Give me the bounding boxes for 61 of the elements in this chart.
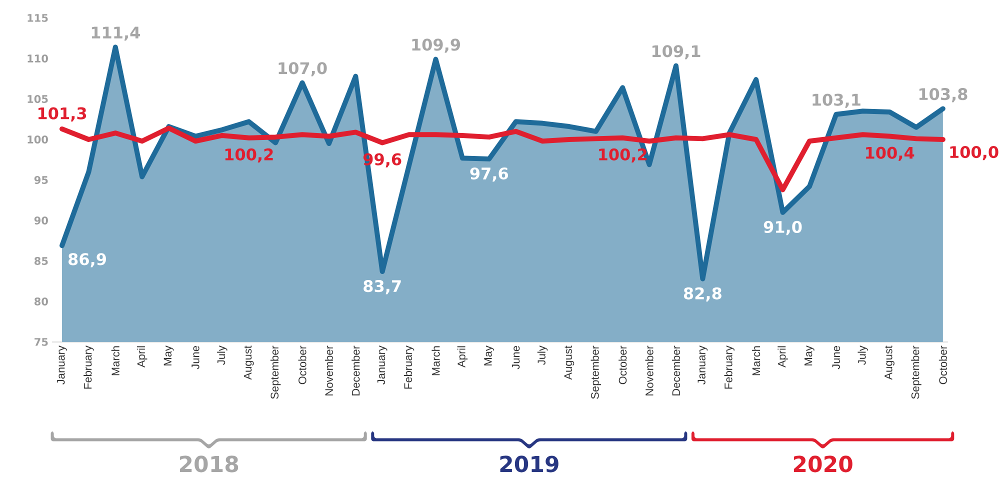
x-tick-label: January [57,346,67,384]
x-tick-label: April [457,346,468,368]
x-tick-label: June [512,346,520,370]
text: 2019 [500,456,558,472]
data-label: 83,7 [364,280,401,294]
x-tick-label: February [724,346,735,389]
data-label: 103,8 [919,88,968,102]
x-tick-label: August [564,346,574,380]
data-label: 97,6 [470,167,508,182]
y-tick-label: 80 [34,298,48,306]
x-tick-label: March [432,346,440,376]
data-label: 101,3 [38,107,86,122]
y-tick-label: 95 [34,176,48,184]
x-tick-label: September [590,346,602,399]
x-tick-label: July [858,346,868,365]
y-tick-label: 75 [34,338,48,346]
x-tick-label: August [244,346,254,380]
data-label: 82,8 [684,287,722,302]
x-tick-label: August [884,346,894,380]
x-tick-label: April [778,346,788,368]
data-label: 86,9 [68,253,106,268]
x-tick-label: April [136,346,148,368]
data-label: 111,4 [92,26,140,41]
x-tick-label: December [672,346,680,396]
x-tick-label: September [911,346,922,399]
x-tick-label: February [84,346,94,389]
x-tick-label: November [645,346,654,396]
x-tick-label: March [111,346,120,376]
data-label: 109,1 [652,45,700,60]
x-tick-label: July [537,346,548,365]
y-tick-label: 105 [28,95,48,103]
y-tick-label: 100 [28,136,48,144]
text: 2020 [794,456,852,472]
data-label: 100,2 [225,148,273,163]
x-tick-label: March [752,346,760,376]
x-tick-label: May [804,346,814,366]
x-tick-label: January [698,346,708,384]
data-label: 109,9 [412,38,460,53]
y-tick-label: 110 [28,54,48,62]
x-tick-label: November [324,346,333,396]
x-tick-label: September [270,346,281,399]
text: 2018 [180,456,238,472]
x-tick-label: January [377,346,388,384]
y-tick-label: 90 [34,216,48,224]
x-tick-label: May [484,346,494,366]
data-label: 107,0 [278,62,327,76]
x-tick-label: October [938,346,947,384]
x-tick-label: October [298,346,306,384]
x-tick-label: June [832,346,840,370]
x-tick-label: February [404,346,414,389]
data-label: 100,4 [866,146,914,161]
x-tick-label: December [352,346,360,396]
x-tick-label: June [192,346,200,370]
x-tick-label: October [618,346,627,384]
data-label: 100,0 [950,146,998,160]
x-tick-label: May [164,346,174,366]
data-label: 103,1 [812,94,860,108]
y-tick-label: 115 [28,14,48,22]
x-tick-label: July [217,346,228,365]
y-tick-label: 85 [34,257,48,265]
data-label: 91,0 [764,220,802,236]
